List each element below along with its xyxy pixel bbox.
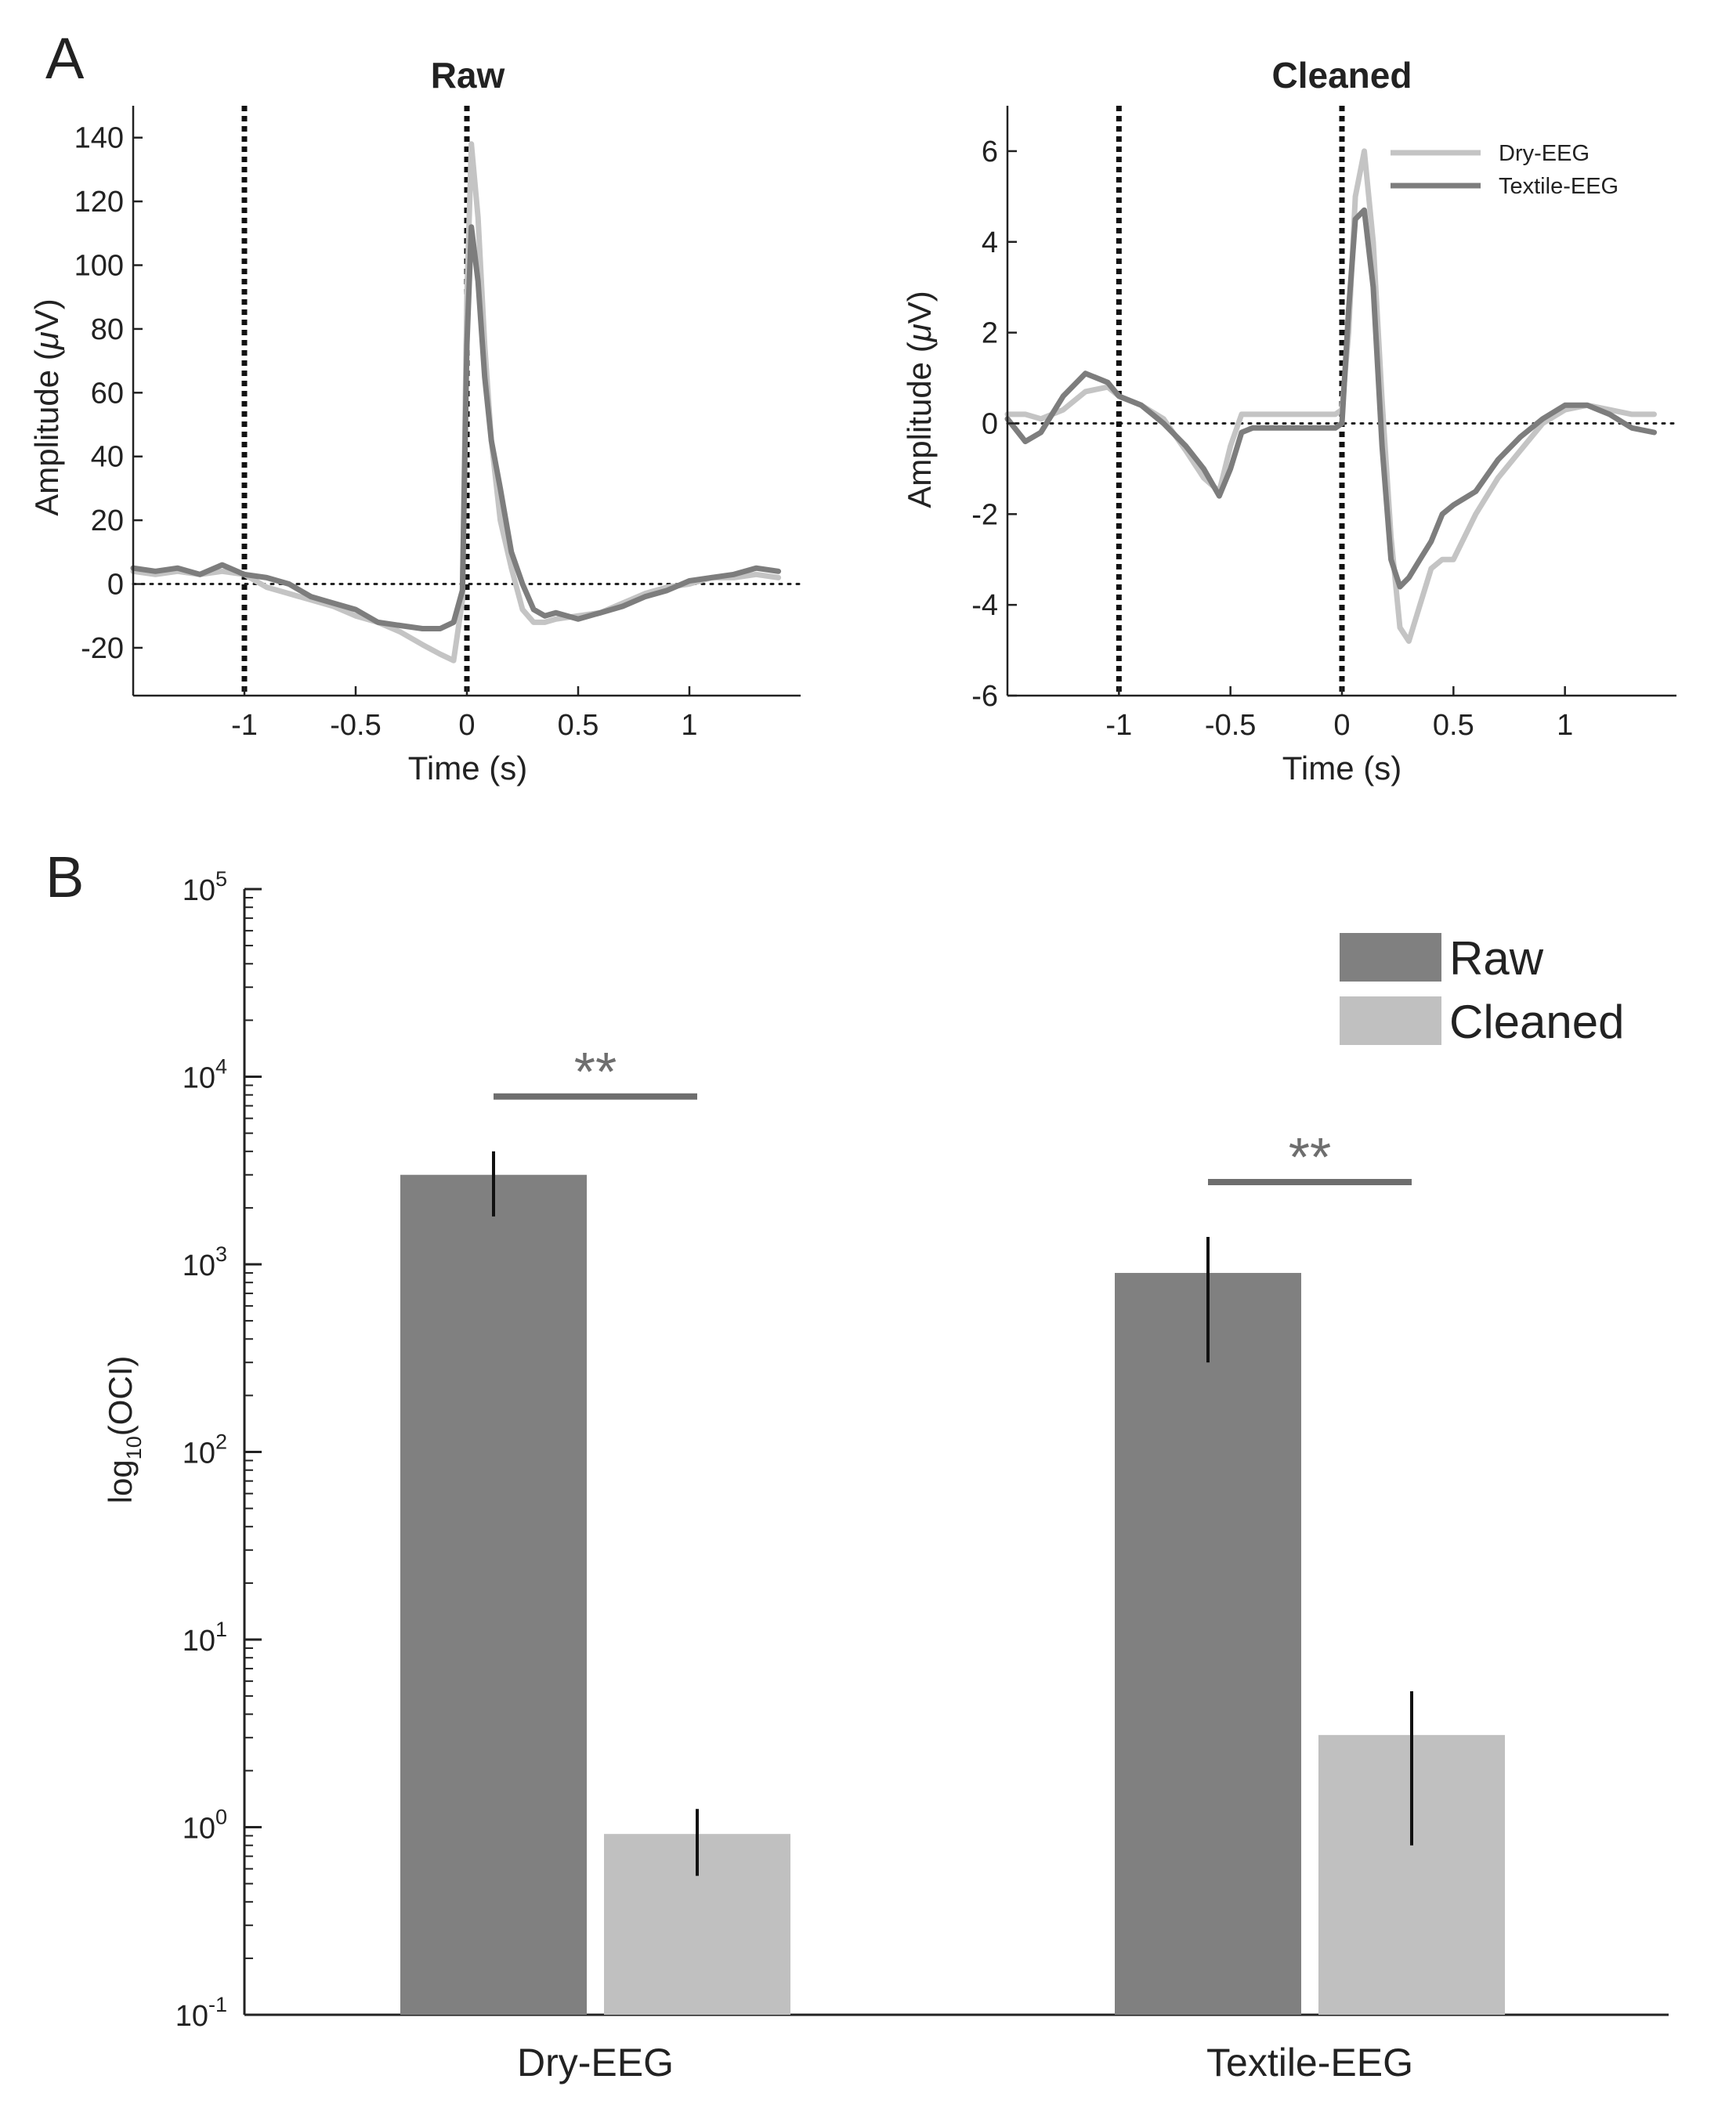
oci-legend: Raw Cleaned — [1340, 932, 1625, 1048]
cleaned-y-tick-label: -4 — [971, 589, 998, 622]
legend-label-textile: Textile-EEG — [1499, 174, 1618, 199]
category-label-textile: Textile-EEG — [1206, 2041, 1413, 2084]
oci-significance: ** ** — [494, 1041, 1412, 1188]
raw-series-group — [130, 141, 782, 663]
cleaned-y-tick-label: 2 — [982, 317, 998, 350]
cleaned-y-tick-label: -2 — [971, 498, 998, 531]
raw-x-tick-label: -1 — [231, 709, 258, 742]
oci-y-tick-label: 102 — [183, 1430, 227, 1470]
oci-y-tick-label: 100 — [183, 1806, 227, 1846]
oci-y-tick-label: 105 — [183, 867, 227, 907]
raw-x-tick-label: 0 — [458, 709, 475, 742]
legend-label-dry: Dry-EEG — [1499, 141, 1590, 166]
cleaned-x-axis-label: Time (s) — [1282, 750, 1401, 786]
significance-label-dry: ** — [574, 1041, 617, 1102]
cleaned-legend: Dry-EEG Textile-EEG — [1391, 141, 1618, 199]
category-label-dry: Dry-EEG — [517, 2041, 674, 2084]
raw-reference-lines — [132, 106, 802, 696]
cleaned-y-axis-label: Amplitude (μV) — [901, 291, 938, 508]
cleaned-series-textile — [1004, 207, 1657, 590]
legend-swatch-cleaned — [1340, 996, 1441, 1045]
raw-y-tick-label: 140 — [74, 122, 124, 155]
raw-y-tick-label: -20 — [81, 632, 124, 665]
cleaned-chart-title: Cleaned — [1272, 55, 1412, 96]
cleaned-y-tick-label: 6 — [982, 136, 998, 168]
bar-textile-raw — [1115, 1272, 1301, 2015]
panel-a-letter: A — [45, 26, 85, 91]
raw-y-tick-label: 80 — [91, 313, 124, 346]
bar-dry-raw — [400, 1174, 587, 2015]
significance-label-textile: ** — [1289, 1126, 1331, 1188]
raw-y-tick-label: 0 — [107, 569, 124, 602]
cleaned-x-tick-label: -1 — [1105, 709, 1132, 742]
panel-b-letter: B — [45, 844, 84, 909]
oci-y-tick-label: 101 — [183, 1618, 227, 1658]
oci-bars — [400, 1151, 1505, 2015]
raw-series-dry — [130, 141, 782, 663]
cleaned-ticks: -1 -0.5 0 0.5 1 -6 -4 -2 0 2 4 6 — [971, 136, 1573, 742]
legend-label-raw: Raw — [1449, 932, 1544, 985]
cleaned-y-tick-label: 0 — [982, 407, 998, 440]
raw-x-tick-label: 0.5 — [558, 709, 599, 742]
legend-swatch-raw — [1340, 933, 1441, 982]
cleaned-reference-lines — [1006, 106, 1678, 696]
raw-y-tick-label: 120 — [74, 186, 124, 219]
raw-ticks: -1 -0.5 0 0.5 1 -20 0 20 40 60 80 100 120 140 — [74, 122, 698, 742]
raw-y-tick-label: 100 — [74, 250, 124, 283]
raw-y-tick-label: 60 — [91, 377, 124, 410]
raw-y-tick-label: 40 — [91, 441, 124, 474]
cleaned-y-tick-label: -6 — [971, 680, 998, 713]
cleaned-x-tick-label: 0.5 — [1433, 709, 1474, 742]
cleaned-x-tick-label: 0 — [1333, 709, 1350, 742]
oci-y-tick-label: 103 — [183, 1242, 227, 1282]
raw-line-chart: Raw -1 -0.5 0 0.5 1 -20 0 20 40 60 80 100 120 140 Tim… — [28, 55, 802, 786]
raw-series-textile — [130, 224, 782, 631]
oci-bar-chart: 10-1 100 101 102 103 104 105 ** ** Dry-EEG Text… — [102, 867, 1669, 2084]
oci-y-tick-label: 10-1 — [175, 1993, 227, 2033]
legend-label-cleaned: Cleaned — [1449, 996, 1625, 1048]
cleaned-series-group — [1004, 148, 1657, 644]
oci-y-tick-label: 104 — [183, 1055, 227, 1095]
cleaned-y-tick-label: 4 — [982, 226, 998, 259]
oci-y-axis-label: log10(OCI) — [102, 1356, 146, 1504]
cleaned-line-chart: Cleaned -1 -0.5 0 0.5 1 -6 -4 -2 0 2 4 6 Time (s) A… — [901, 55, 1678, 786]
oci-ticks: 10-1 100 101 102 103 104 105 — [175, 867, 262, 2033]
raw-y-axis-label: Amplitude (μV) — [28, 298, 65, 515]
cleaned-x-tick-label: -0.5 — [1205, 709, 1256, 742]
raw-chart-title: Raw — [431, 55, 505, 96]
cleaned-x-tick-label: 1 — [1557, 709, 1573, 742]
raw-x-tick-label: 1 — [681, 709, 697, 742]
raw-y-tick-label: 20 — [91, 504, 124, 537]
raw-x-tick-label: -0.5 — [330, 709, 381, 742]
raw-x-axis-label: Time (s) — [408, 750, 527, 786]
